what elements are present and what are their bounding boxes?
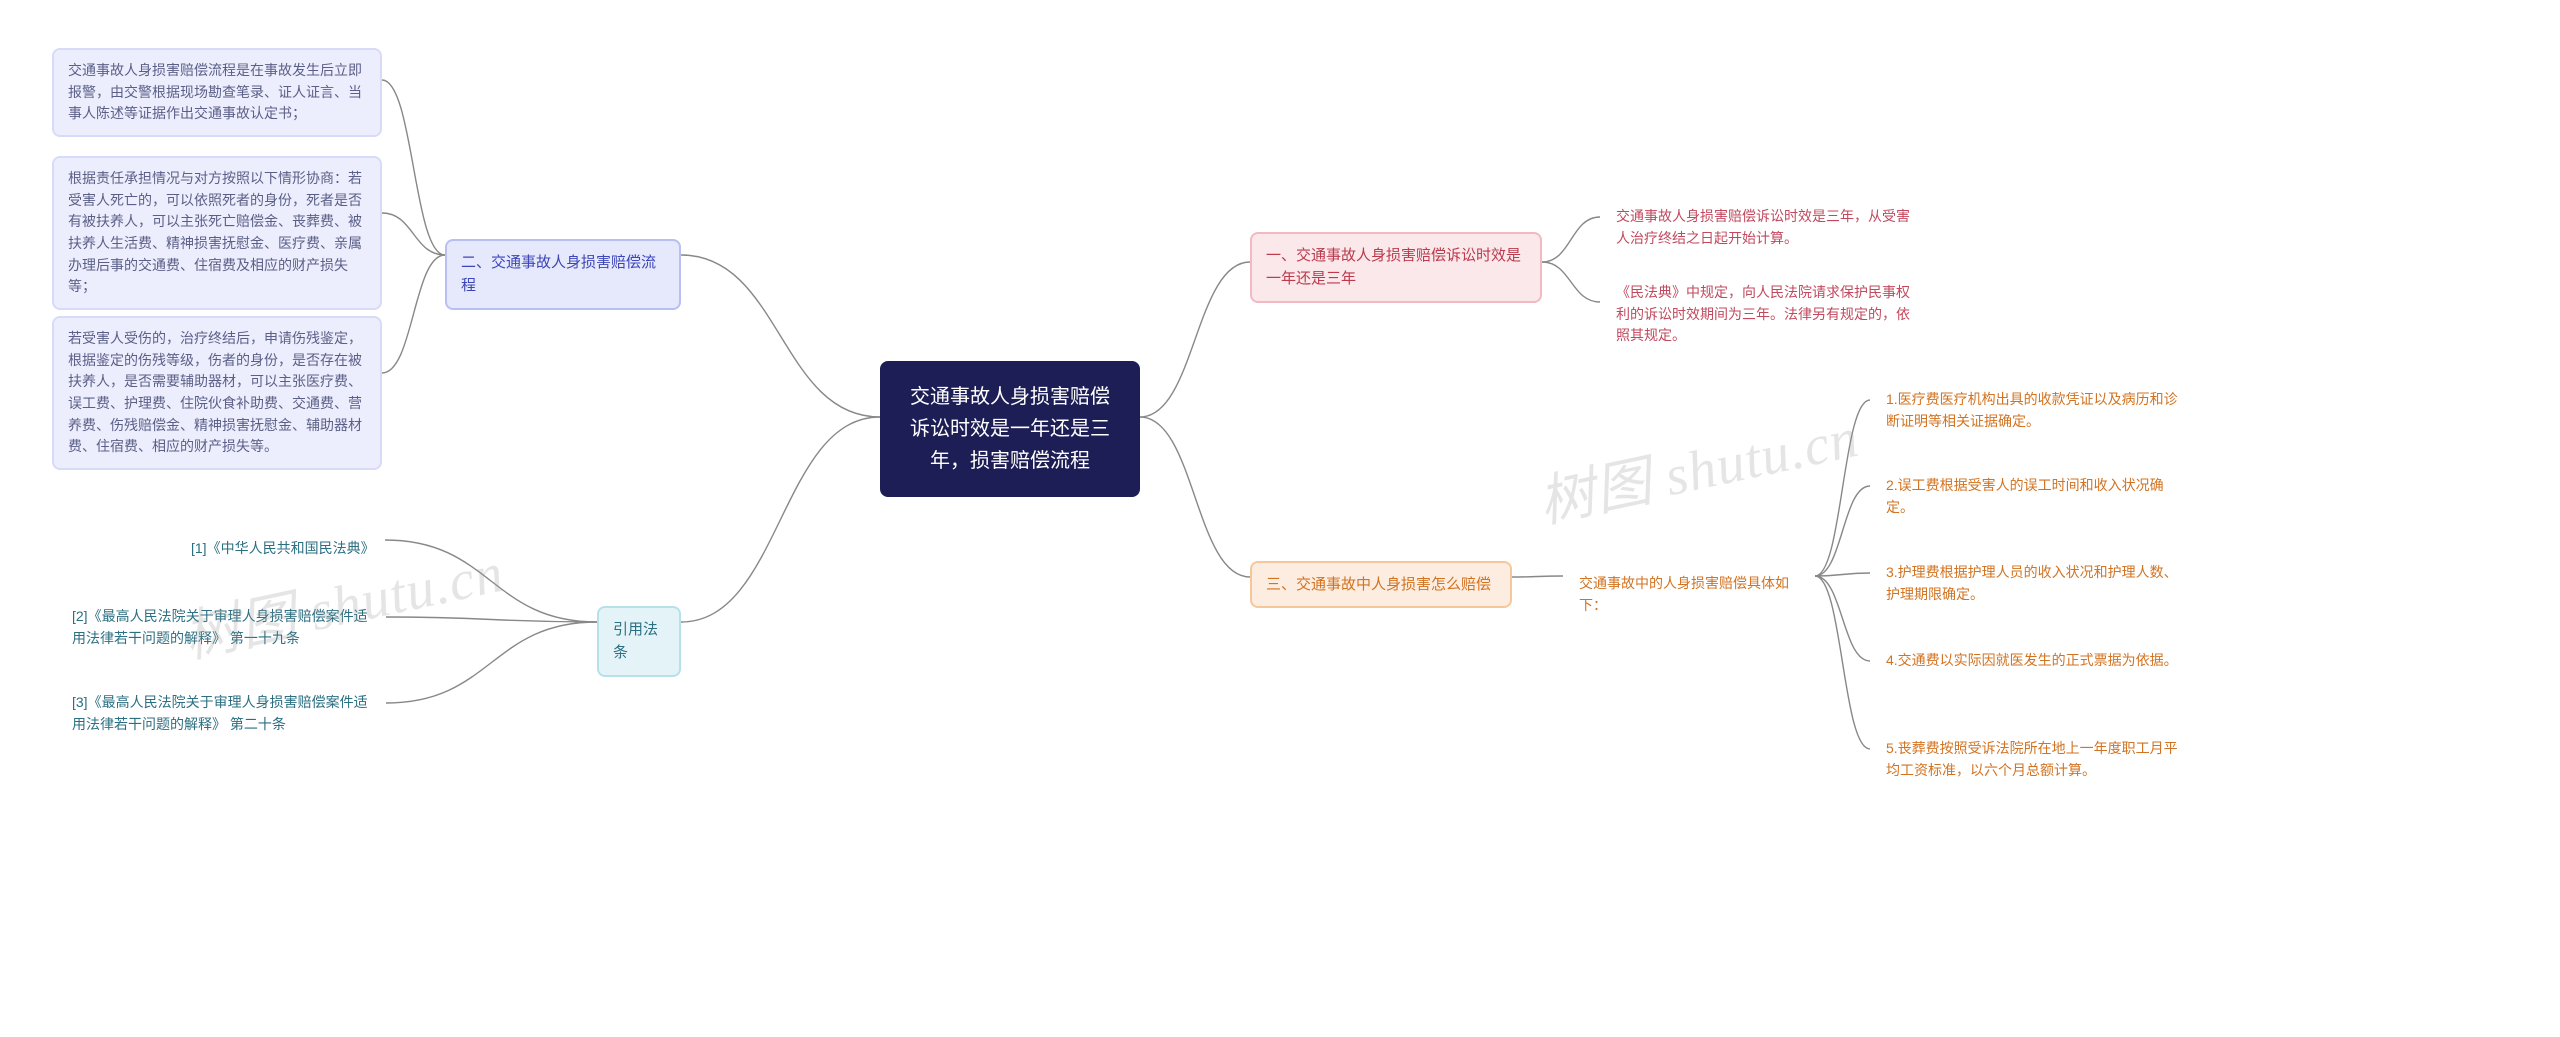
- edge-r1-r1a: [1542, 217, 1600, 262]
- edge-root-l1: [681, 255, 880, 417]
- edge-r2m-r2b: [1815, 486, 1870, 576]
- edge-root-r1: [1140, 262, 1250, 417]
- edge-r2m-r2a: [1815, 400, 1870, 576]
- node-r2b: 2.误工费根据受害人的误工时间和收入状况确定。: [1870, 463, 2200, 530]
- edge-l1-l1c: [382, 255, 445, 373]
- edge-l1-l1a: [382, 80, 445, 255]
- node-l2c: [3]《最高人民法院关于审理人身损害赔偿案件适用法律若干问题的解释》 第二十条: [56, 680, 386, 747]
- edge-r2m-r2e: [1815, 576, 1870, 749]
- node-r2: 三、交通事故中人身损害怎么赔偿: [1250, 561, 1512, 608]
- node-l1: 二、交通事故人身损害赔偿流程: [445, 239, 681, 310]
- node-l2: 引用法条: [597, 606, 681, 677]
- node-l1b: 根据责任承担情况与对方按照以下情形协商：若受害人死亡的，可以依照死者的身份，死者…: [52, 156, 382, 310]
- node-l1a: 交通事故人身损害赔偿流程是在事故发生后立即报警，由交警根据现场勘查笔录、证人证言…: [52, 48, 382, 137]
- node-root: 交通事故人身损害赔偿诉讼时效是一年还是三年，损害赔偿流程: [880, 361, 1140, 497]
- node-r1: 一、交通事故人身损害赔偿诉讼时效是一年还是三年: [1250, 232, 1542, 303]
- node-r2c: 3.护理费根据护理人员的收入状况和护理人数、护理期限确定。: [1870, 550, 2200, 617]
- edge-r2-r2m: [1512, 576, 1563, 577]
- node-r2a: 1.医疗费医疗机构出具的收款凭证以及病历和诊断证明等相关证据确定。: [1870, 377, 2200, 444]
- watermark-1: 树图 shutu.cn: [1530, 392, 1865, 539]
- edge-l1-l1b: [382, 213, 445, 255]
- node-r2e: 5.丧葬费按照受诉法院所在地上一年度职工月平均工资标准，以六个月总额计算。: [1870, 726, 2200, 793]
- edge-r1-r1b: [1542, 262, 1600, 302]
- edge-root-r2: [1140, 417, 1250, 577]
- node-l1c: 若受害人受伤的，治疗终结后，申请伤残鉴定，根据鉴定的伤残等级，伤者的身份，是否存…: [52, 316, 382, 470]
- node-l2b: [2]《最高人民法院关于审理人身损害赔偿案件适用法律若干问题的解释》 第一十九条: [56, 594, 386, 661]
- edge-r2m-r2c: [1815, 573, 1870, 576]
- node-r1b: 《民法典》中规定，向人民法院请求保护民事权利的诉讼时效期间为三年。法律另有规定的…: [1600, 270, 1930, 359]
- node-r1a: 交通事故人身损害赔偿诉讼时效是三年，从受害人治疗终结之日起开始计算。: [1600, 194, 1930, 261]
- edge-l2-l2c: [386, 622, 597, 703]
- edge-l2-l2a: [385, 540, 597, 622]
- edge-root-l2: [681, 417, 880, 622]
- edge-l2-l2b: [386, 617, 597, 622]
- node-l2a: [1]《中华人民共和国民法典》: [175, 526, 385, 572]
- edge-r2m-r2d: [1815, 576, 1870, 661]
- node-r2m: 交通事故中的人身损害赔偿具体如下：: [1563, 561, 1815, 628]
- node-r2d: 4.交通费以实际因就医发生的正式票据为依据。: [1870, 638, 2200, 684]
